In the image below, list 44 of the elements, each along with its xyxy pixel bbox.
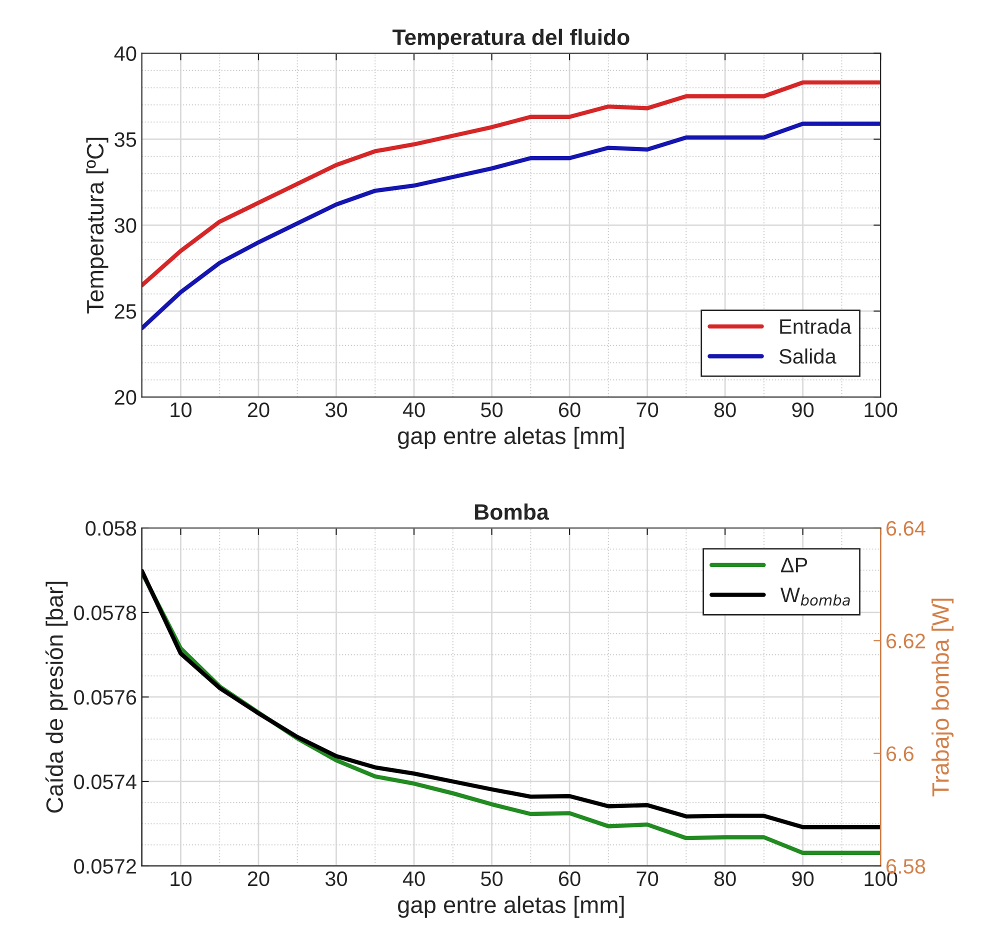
x-tick-label: 90 [792,871,814,886]
x-tick-label: 50 [481,402,503,418]
x-tick-label: 90 [792,402,814,418]
y-axis-title: Caída de presión [bar] [45,582,68,813]
y-tick-label: 25 [114,304,136,319]
y2-axis-title: Trabajo bomba [W] [932,598,954,796]
x-tick-label: 30 [325,871,348,886]
legend-label: ΔP [781,558,808,572]
y-tick-label: 40 [114,46,136,62]
y2-tick-label: 6.62 [886,634,925,648]
x-axis-title: gap entre aletas [mm] [398,426,624,449]
y-tick-label: 20 [114,390,136,405]
x-tick-label: 70 [636,871,658,886]
y2-tick-label: 6.6 [886,746,914,762]
x-tick-label: 20 [248,871,270,886]
y-tick-label: 30 [114,218,136,233]
chart-title: Bomba [475,504,550,520]
x-tick-label: 70 [636,402,658,418]
x-axis-title: gap entre aletas [mm] [398,896,624,918]
line-series [142,80,881,288]
y-tick-label: 0.0576 [74,690,136,705]
x-tick-label: 60 [559,402,580,418]
chart-title: Temperatura del fluido [392,28,630,50]
y-tick-label: 0.0572 [74,858,136,874]
x-tick-label: 40 [402,402,425,418]
y2-tick-label: 6.64 [886,520,926,536]
y-tick-label: 0.0578 [74,605,136,620]
legend-label: W$_{bomba}$ [780,588,850,606]
x-tick-label: 100 [864,402,898,418]
y-tick-label: 0.058 [86,520,136,536]
legend-label: Salida [779,348,836,364]
y-tick-label: 35 [114,132,136,147]
x-tick-label: 10 [170,871,192,886]
y-axis-title: Temperatura [ºC] [86,138,108,314]
x-tick-label: 60 [559,871,580,886]
x-tick-label: 50 [481,871,503,886]
x-tick-label: 30 [325,402,348,418]
y-tick-label: 0.0574 [74,774,136,790]
x-tick-label: 80 [714,871,736,886]
x-tick-label: 80 [714,402,736,418]
x-tick-label: 40 [402,871,425,886]
legend-label: Entrada [780,318,852,334]
x-tick-label: 20 [248,402,270,418]
x-tick-label: 10 [170,402,192,418]
